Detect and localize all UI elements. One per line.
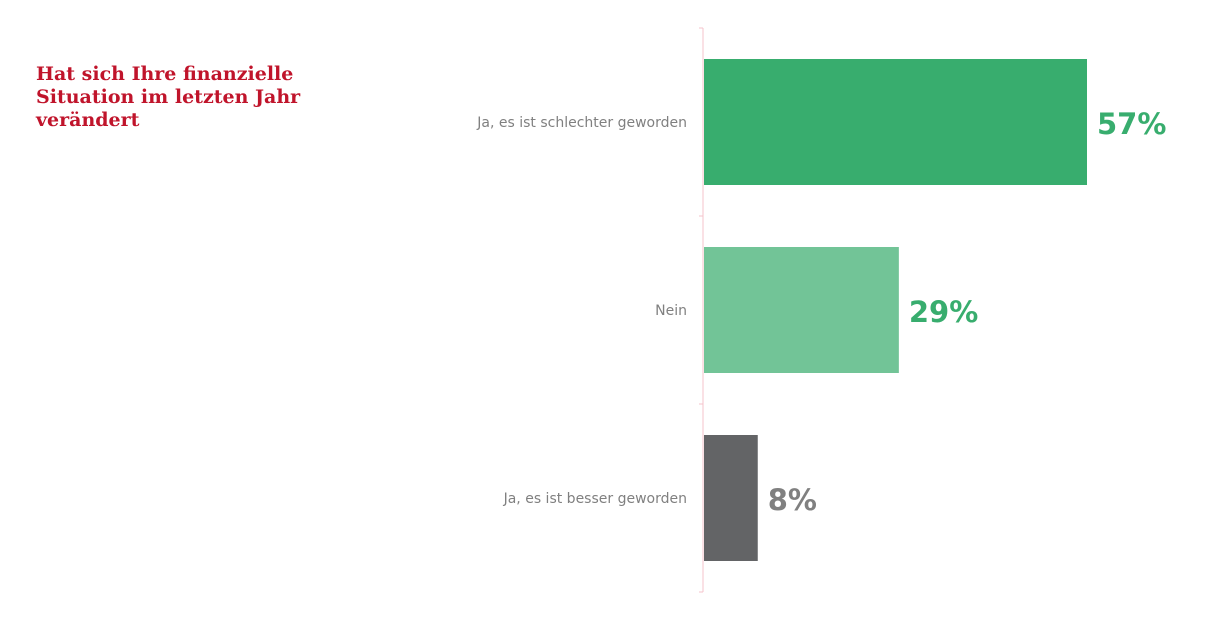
bar	[704, 435, 758, 561]
category-label: Nein	[655, 303, 687, 319]
bar-layer	[704, 59, 1087, 561]
value-label: 57%	[1097, 107, 1166, 141]
category-axis-layer	[699, 27, 704, 593]
bar	[704, 59, 1087, 185]
category-label: Ja, es ist besser geworden	[503, 491, 687, 507]
label-layer: Ja, es ist schlechter geworden 57% Nein 29%…	[476, 107, 1166, 517]
value-label: 8%	[768, 483, 817, 517]
category-label: Ja, es ist schlechter geworden	[476, 115, 687, 131]
value-label: 29%	[909, 295, 978, 329]
chart-title: Hat sich Ihre finanzielle Situation im l…	[36, 63, 301, 131]
bar	[704, 247, 899, 373]
